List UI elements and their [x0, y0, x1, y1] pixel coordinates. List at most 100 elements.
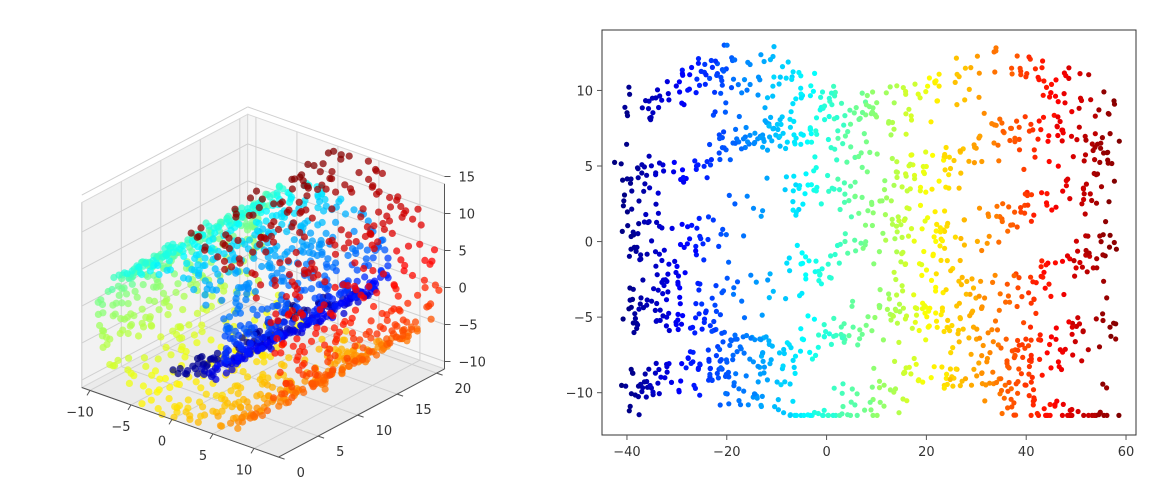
data-point [892, 386, 899, 392]
data-point [706, 356, 712, 362]
data-point [762, 118, 768, 124]
data-point [775, 397, 781, 403]
data-point [398, 213, 406, 221]
data-point [1041, 406, 1047, 412]
data-point [744, 87, 750, 93]
tick-label: −10 [459, 356, 486, 371]
data-point [1056, 364, 1062, 370]
data-point [1113, 336, 1119, 342]
data-point [1099, 135, 1105, 141]
data-point [262, 207, 270, 215]
data-point [998, 387, 1005, 394]
data-point [1026, 363, 1032, 370]
data-point [94, 298, 102, 306]
data-point [698, 236, 704, 242]
data-point [717, 346, 723, 353]
data-point [1028, 412, 1034, 418]
data-point [957, 383, 963, 389]
data-point [930, 152, 936, 158]
data-point [903, 313, 910, 319]
tick-mark [436, 372, 443, 376]
data-point [1015, 337, 1021, 344]
data-point [303, 192, 311, 200]
data-point [316, 168, 324, 176]
data-point [1092, 113, 1098, 119]
data-point [970, 285, 977, 291]
data-point [845, 412, 851, 418]
data-point [252, 294, 260, 302]
data-point [160, 299, 168, 307]
tick-label: 15 [459, 171, 476, 186]
data-point [921, 303, 928, 309]
data-point [213, 349, 222, 357]
data-point [890, 313, 897, 319]
data-point [618, 161, 624, 167]
data-point [733, 126, 739, 132]
data-point [211, 229, 219, 237]
data-point [870, 412, 876, 418]
data-point [1065, 412, 1071, 418]
data-point [903, 365, 909, 371]
tick-label: −40 [613, 445, 640, 460]
data-point [1031, 395, 1037, 401]
data-point [123, 270, 131, 278]
data-point [899, 251, 905, 257]
data-point [978, 278, 984, 284]
data-point [146, 313, 154, 321]
data-point [361, 232, 369, 241]
data-point [624, 110, 630, 116]
data-point [1077, 71, 1083, 77]
data-point [928, 277, 935, 283]
data-point [933, 228, 939, 234]
data-point [928, 375, 934, 381]
data-point [861, 131, 867, 137]
data-point [739, 90, 745, 96]
data-point [278, 308, 286, 316]
data-point [322, 229, 330, 237]
data-point [1048, 81, 1055, 87]
data-point [299, 371, 307, 379]
tick-mark [250, 448, 255, 454]
data-point [145, 388, 153, 396]
data-point [1060, 401, 1066, 407]
data-point [819, 89, 826, 95]
data-point [1086, 250, 1092, 256]
data-point [807, 93, 814, 99]
data-point [324, 149, 332, 157]
data-point [256, 240, 264, 248]
data-point [1090, 265, 1096, 271]
data-point [697, 361, 703, 367]
data-point [367, 230, 375, 238]
data-point [1009, 71, 1015, 77]
data-point [285, 206, 293, 214]
data-point [895, 214, 901, 220]
data-point [934, 324, 940, 330]
data-point [1067, 196, 1073, 202]
data-point [663, 297, 670, 303]
data-point [898, 222, 904, 228]
data-point [740, 136, 747, 142]
data-point [664, 79, 670, 85]
data-point [148, 371, 156, 379]
data-point [309, 317, 317, 326]
data-point [175, 380, 183, 388]
tick-label: 0 [585, 236, 593, 251]
data-point [248, 269, 256, 277]
data-point [784, 139, 790, 145]
data-point [324, 255, 332, 263]
data-point [674, 263, 680, 269]
data-point [654, 87, 661, 93]
data-point [1085, 347, 1091, 353]
data-point [876, 385, 883, 391]
data-point [808, 139, 815, 145]
data-point [636, 198, 642, 204]
data-point [326, 371, 334, 379]
data-point [1092, 131, 1098, 137]
data-point [809, 356, 816, 362]
data-point [635, 175, 641, 181]
data-point [350, 335, 358, 343]
data-point [942, 151, 948, 158]
data-point [791, 118, 797, 124]
data-point [747, 132, 753, 138]
